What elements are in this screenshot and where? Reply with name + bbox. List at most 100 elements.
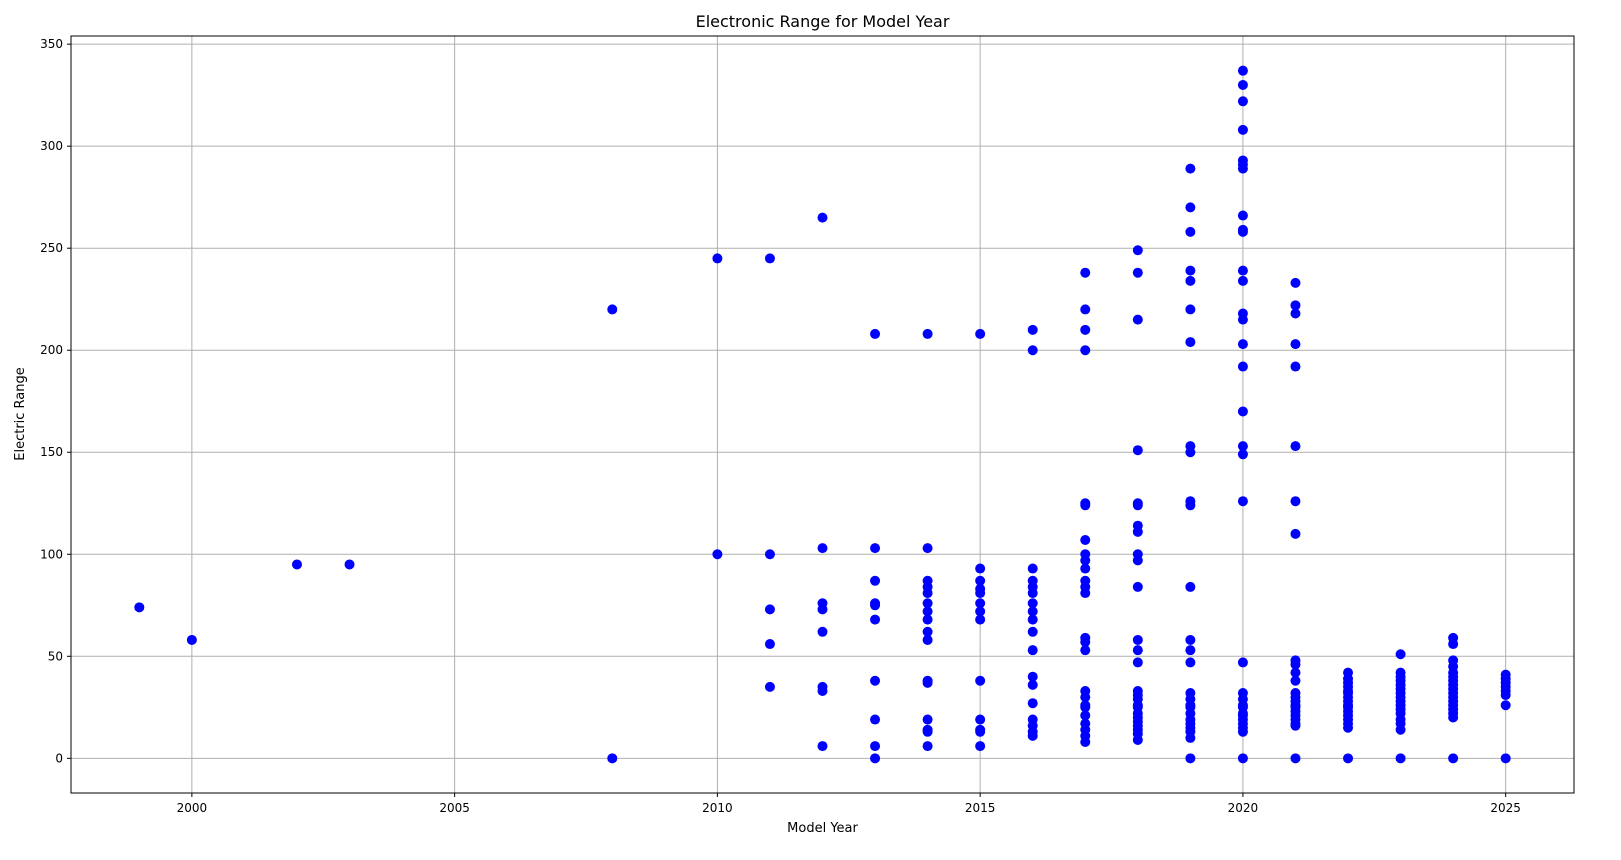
data-point [922, 677, 933, 688]
data-point [291, 559, 302, 570]
data-point [1395, 724, 1406, 735]
data-point [1237, 657, 1248, 668]
data-point [817, 543, 828, 554]
data-point [1080, 345, 1091, 356]
data-point [607, 753, 618, 764]
data-point [1080, 563, 1091, 574]
data-point [764, 549, 775, 560]
data-point [922, 606, 933, 617]
data-point [1290, 496, 1301, 507]
data-point [764, 604, 775, 615]
data-point [1132, 445, 1143, 456]
data-point [1185, 337, 1196, 348]
data-point [1080, 304, 1091, 315]
data-point [1290, 675, 1301, 686]
data-point [870, 543, 881, 554]
data-point [1080, 736, 1091, 747]
data-point [975, 726, 986, 737]
data-point [1500, 700, 1511, 711]
data-point [1448, 639, 1459, 650]
data-point [1185, 163, 1196, 174]
data-point [1132, 500, 1143, 511]
data-point [1027, 730, 1038, 741]
x-tick-label: 2005 [439, 801, 470, 815]
data-point [1290, 300, 1301, 311]
data-point [1448, 753, 1459, 764]
x-tick-label: 2000 [177, 801, 208, 815]
data-point [1027, 614, 1038, 625]
data-point [1237, 79, 1248, 90]
data-point [870, 614, 881, 625]
data-point [1027, 645, 1038, 656]
data-point [764, 639, 775, 650]
data-point [1237, 726, 1248, 737]
data-point [1132, 245, 1143, 256]
data-point [1290, 667, 1301, 678]
data-point [1237, 406, 1248, 417]
data-point [1027, 598, 1038, 609]
data-point [1395, 649, 1406, 660]
data-point [975, 741, 986, 752]
data-point [922, 614, 933, 625]
data-point [1027, 324, 1038, 335]
y-tick-label: 50 [48, 649, 63, 663]
x-tick-label: 2020 [1228, 801, 1259, 815]
data-point [1237, 449, 1248, 460]
data-point [1290, 441, 1301, 452]
y-tick-label: 150 [40, 445, 63, 459]
y-axis-ticks: 0 50 100 150 200 250 300 350 [40, 37, 71, 765]
data-point [1290, 339, 1301, 350]
data-point [1343, 722, 1354, 733]
x-axis-ticks: 2000 2005 2010 2015 2020 2025 [177, 793, 1521, 815]
data-point [870, 714, 881, 725]
y-tick-label: 250 [40, 241, 63, 255]
data-point [1185, 304, 1196, 315]
data-point [975, 563, 986, 574]
data-point [1080, 637, 1091, 648]
data-point [1290, 361, 1301, 372]
data-point [817, 212, 828, 223]
data-point [1185, 581, 1196, 592]
data-point [1237, 314, 1248, 325]
y-tick-label: 350 [40, 37, 63, 51]
data-point [1237, 361, 1248, 372]
data-point [817, 604, 828, 615]
data-point [1027, 698, 1038, 709]
data-point [1237, 441, 1248, 452]
data-point [1132, 645, 1143, 656]
data-point [1185, 645, 1196, 656]
data-point [1290, 659, 1301, 670]
x-axis-label: Model Year [787, 821, 858, 836]
data-point [1027, 679, 1038, 690]
data-point [1237, 124, 1248, 135]
data-point [344, 559, 355, 570]
y-axis-label: Electric Range [13, 367, 28, 461]
data-point [1290, 277, 1301, 288]
data-point [1290, 753, 1301, 764]
data-point [1185, 753, 1196, 764]
data-point [1237, 339, 1248, 350]
data-point [975, 328, 986, 339]
data-point [1237, 163, 1248, 174]
chart-title: Electronic Range for Model Year [696, 12, 950, 31]
y-tick-label: 0 [55, 751, 63, 765]
data-point [922, 543, 933, 554]
data-point [712, 253, 723, 264]
data-point [1237, 226, 1248, 237]
data-point [1290, 308, 1301, 319]
data-point [922, 726, 933, 737]
data-point [1237, 496, 1248, 507]
data-point [1080, 500, 1091, 511]
data-point [1448, 712, 1459, 723]
data-point [1132, 581, 1143, 592]
data-point [1237, 96, 1248, 107]
data-point [1027, 606, 1038, 617]
data-point [1500, 753, 1511, 764]
data-point [870, 575, 881, 586]
data-point [975, 598, 986, 609]
y-tick-label: 200 [40, 343, 63, 357]
data-point [975, 675, 986, 686]
data-point [922, 741, 933, 752]
data-point [870, 328, 881, 339]
